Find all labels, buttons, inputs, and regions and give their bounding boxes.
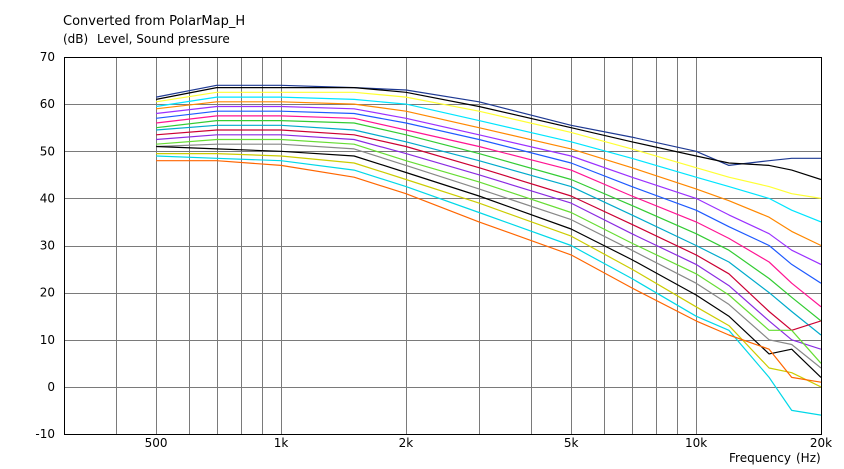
chart-title: Converted from PolarMap_H xyxy=(63,14,245,29)
series-line-13 xyxy=(156,138,821,364)
series-line-6 xyxy=(156,105,821,265)
series-line-11 xyxy=(156,129,821,331)
y-axis-label: Level, Sound pressure xyxy=(97,32,230,46)
series-line-1 xyxy=(155,84,821,166)
series-line-9 xyxy=(156,119,821,322)
series-line-5 xyxy=(156,101,821,247)
x-axis-label: Frequency xyxy=(729,451,791,465)
x-tick-label: 1k xyxy=(274,436,289,450)
x-tick-label: 500 xyxy=(145,436,168,450)
x-tick-label: 2k xyxy=(399,436,414,450)
y-axis-unit: (dB) xyxy=(63,32,88,46)
x-axis-unit: (Hz) xyxy=(796,451,821,465)
series-line-2 xyxy=(155,86,821,181)
y-tick-label: 20 xyxy=(40,286,55,300)
x-tick-label: 5k xyxy=(564,436,579,450)
series-line-16 xyxy=(156,153,821,388)
plot-frame xyxy=(64,57,822,435)
x-tick-label: 20k xyxy=(810,436,832,450)
series-line-17 xyxy=(156,155,821,416)
series-line-4 xyxy=(156,96,821,223)
y-tick-label: 50 xyxy=(40,144,55,158)
y-tick-label: 70 xyxy=(40,50,55,64)
y-tick-label: 10 xyxy=(40,333,55,347)
y-tick-labels: 70 60 50 40 30 20 10 0 -10 xyxy=(35,50,55,441)
y-tick-label: 60 xyxy=(40,97,55,111)
series-line-8 xyxy=(156,115,821,308)
series-line-15 xyxy=(156,145,821,378)
series-group xyxy=(155,84,821,416)
series-line-18 xyxy=(156,160,821,383)
series-line-3 xyxy=(156,91,821,199)
y-tick-label: 40 xyxy=(40,191,55,205)
y-tick-label: 30 xyxy=(40,239,55,253)
series-line-14 xyxy=(156,143,821,369)
y-tick-label: -10 xyxy=(35,427,55,441)
x-tick-labels: 500 1k 2k 5k 10k 20k xyxy=(145,436,833,450)
series-line-12 xyxy=(156,134,821,350)
x-tick-label: 10k xyxy=(685,436,707,450)
series-line-7 xyxy=(156,110,821,284)
grid xyxy=(64,57,821,434)
y-tick-label: 0 xyxy=(47,380,55,394)
series-line-10 xyxy=(156,124,821,336)
